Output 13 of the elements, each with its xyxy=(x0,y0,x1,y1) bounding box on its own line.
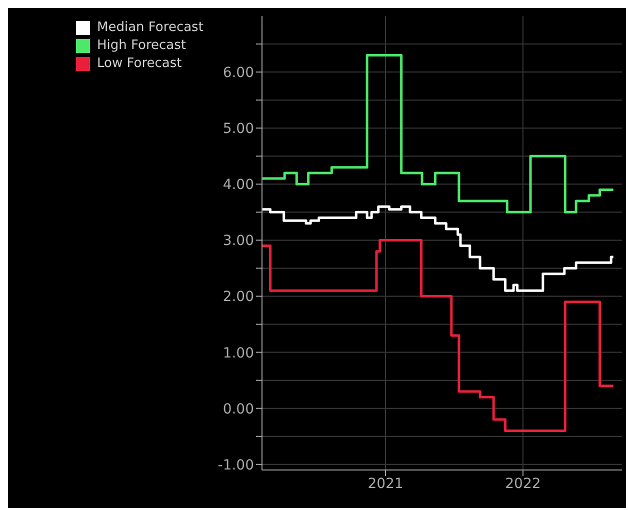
y-tick-label: 2.00 xyxy=(222,289,254,306)
x-tick-label: 2022 xyxy=(505,476,541,492)
y-tick-label: 1.00 xyxy=(222,345,254,362)
legend-label: Low Forecast xyxy=(97,56,182,71)
legend-label: High Forecast xyxy=(97,38,186,53)
y-tick-label: 5.00 xyxy=(222,121,254,138)
y-tick-label: 6.00 xyxy=(222,65,254,82)
y-tick-label: 0.00 xyxy=(222,401,254,418)
y-tick-label: 4.00 xyxy=(222,177,254,194)
y-tick-label: -1.00 xyxy=(218,457,254,474)
legend-label: Median Forecast xyxy=(97,20,204,35)
x-tick-label: 2021 xyxy=(368,476,404,492)
y-tick-label: 3.00 xyxy=(222,233,254,250)
